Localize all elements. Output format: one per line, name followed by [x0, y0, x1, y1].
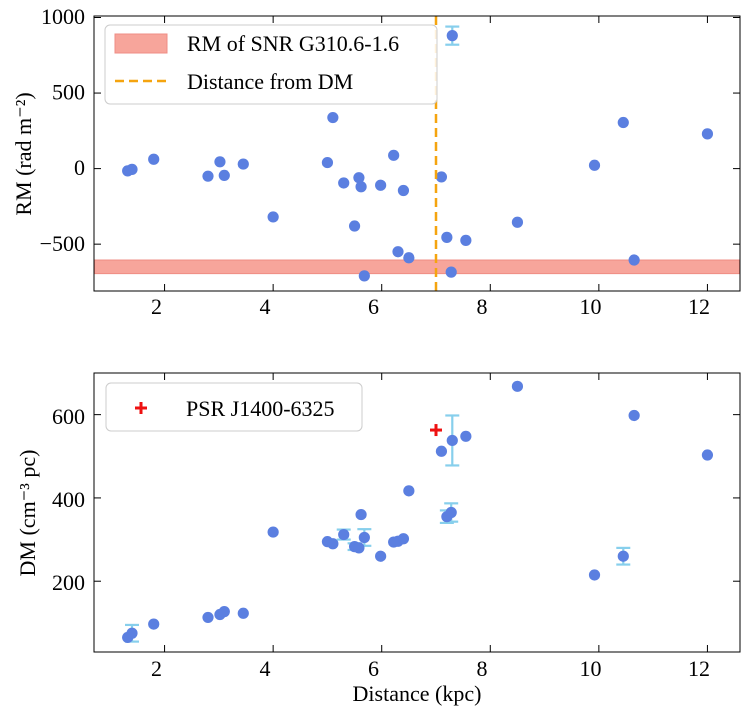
rm-data-point	[355, 181, 367, 193]
dm-data-point	[445, 506, 457, 519]
dm-xtick-label: 4	[260, 656, 271, 681]
dm-legend-box	[105, 382, 363, 432]
rm-xtick-label: 4	[260, 294, 271, 319]
rm-data-point	[348, 220, 361, 232]
dm-xtick-label: 2	[151, 656, 162, 681]
dm-data-point	[358, 531, 370, 544]
rm-data-point	[126, 163, 138, 175]
rm-ytick-label: 0	[74, 155, 85, 180]
rm-xtick-label: 8	[477, 294, 488, 319]
rm-ytick-label: 500	[52, 80, 85, 105]
dm-data-point	[446, 434, 458, 447]
rm-data-point	[214, 156, 226, 168]
dm-data-point	[355, 508, 367, 521]
rm-data-point	[435, 171, 448, 183]
dm-data-point	[375, 550, 387, 562]
rm-xtick-label: 12	[688, 294, 710, 319]
rm-legend-band-label: RM of SNR G310.6-1.6	[187, 31, 399, 56]
rm-data-point	[445, 266, 457, 278]
rm-legend: RM of SNR G310.6-1.6 Distance from DM	[104, 24, 438, 105]
rm-data-point	[267, 211, 279, 223]
rm-xtick-label: 6	[368, 294, 379, 319]
dm-xlabel: Distance (kpc)	[353, 681, 482, 706]
rm-data-point	[403, 252, 415, 264]
rm-rm-band	[94, 259, 740, 275]
rm-legend-band-swatch	[114, 33, 168, 54]
rm-data-point	[511, 216, 524, 228]
rm-ytick-label: −500	[40, 231, 85, 256]
dm-legend-psr-label: PSR J1400-6325	[186, 396, 335, 421]
dm-data-point	[126, 627, 138, 639]
dm-xtick-label: 8	[477, 656, 488, 681]
rm-data-point	[148, 153, 160, 165]
rm-data-point	[397, 184, 410, 197]
dm-data-point	[237, 607, 249, 619]
dm-data-point	[148, 618, 160, 630]
rm-data-point	[617, 116, 629, 129]
dm-data-point	[628, 409, 640, 422]
dm-ytick-label: 600	[52, 404, 85, 429]
psr-marker	[430, 424, 442, 437]
rm-xtick-label: 2	[151, 294, 162, 319]
dm-data-point	[397, 533, 410, 545]
dm-xtick-label: 10	[580, 656, 602, 681]
dm-data-point	[327, 538, 339, 550]
rm-data-point	[358, 270, 370, 282]
dm-data-point	[617, 550, 629, 562]
rm-data-point	[388, 149, 400, 161]
dm-data-point	[460, 430, 472, 442]
dm-axes-frame	[93, 372, 741, 653]
dm-data-point	[338, 528, 350, 541]
dm-data-point	[511, 380, 524, 392]
dm-ytick-label: 200	[52, 570, 85, 595]
rm-data-point	[202, 170, 214, 182]
dm-data-point	[353, 542, 365, 554]
rm-data-point	[327, 111, 339, 124]
rm-data-point	[701, 128, 714, 140]
rm-data-point	[441, 231, 453, 243]
rm-data-point	[446, 30, 458, 42]
dm-data-point	[588, 569, 601, 581]
rm-data-point	[338, 177, 350, 189]
rm-legend-vline-label: Distance from DM	[187, 69, 353, 94]
rm-ylabel: RM (rad m⁻²)	[11, 92, 36, 215]
rm-data-point	[588, 159, 601, 171]
dm-xtick-label: 12	[688, 656, 710, 681]
rm-data-point	[353, 172, 365, 184]
dm-legend: PSR J1400-6325	[105, 382, 363, 432]
rm-xtick-label: 10	[580, 294, 602, 319]
dm-panel: 2 4 6 8 10 12 200 400 600 DM (cm⁻³ pc) D…	[15, 372, 741, 706]
dm-data-point	[701, 449, 714, 461]
dm-data-point	[267, 526, 279, 538]
dm-ytick-label: 400	[52, 487, 85, 512]
rm-ytick-label: 1000	[41, 4, 85, 29]
rm-data-point	[237, 158, 249, 170]
rm-data-point	[460, 234, 472, 246]
rm-data-point	[628, 254, 640, 266]
rm-data-point	[392, 246, 404, 258]
dm-data-point	[435, 445, 448, 457]
rm-axes-frame	[93, 15, 741, 292]
rm-data-point	[375, 179, 387, 191]
dm-data-point	[202, 611, 214, 624]
dm-ylabel: DM (cm⁻³ pc)	[15, 450, 40, 577]
dm-legend-psr-marker	[135, 402, 147, 414]
rm-panel: 2 4 6 8 10 12 −500 0 500 1000 RM (rad m⁻…	[11, 4, 741, 319]
dm-data-point	[403, 485, 415, 497]
dm-data-point	[218, 606, 230, 618]
rm-data-point	[218, 169, 230, 182]
rm-data-point	[321, 156, 334, 169]
dm-xtick-label: 6	[368, 656, 379, 681]
rm-legend-box	[104, 24, 438, 105]
